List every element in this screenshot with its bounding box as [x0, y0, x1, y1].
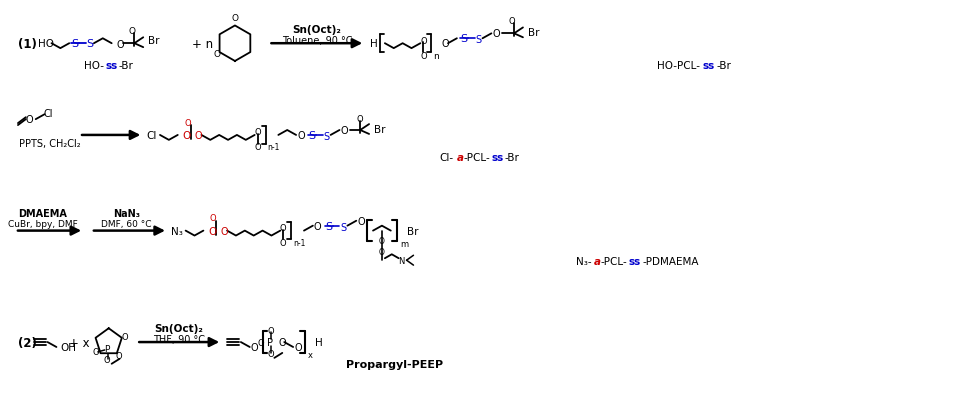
Text: -Br: -Br — [504, 152, 518, 162]
Text: PPTS, CH₂Cl₂: PPTS, CH₂Cl₂ — [19, 139, 80, 149]
Text: n: n — [433, 51, 438, 60]
Text: S: S — [87, 39, 93, 49]
Text: NaN₃: NaN₃ — [112, 208, 140, 218]
Text: HO-: HO- — [84, 61, 104, 71]
Text: O: O — [116, 40, 124, 50]
Text: m: m — [400, 239, 408, 248]
Text: ss: ss — [106, 61, 118, 71]
Text: O: O — [419, 51, 426, 60]
Text: DMF, 60 °C: DMF, 60 °C — [101, 220, 152, 229]
Text: O: O — [314, 221, 321, 231]
Text: a: a — [456, 152, 463, 162]
Text: O: O — [184, 118, 191, 127]
Text: a: a — [594, 256, 600, 266]
Text: O: O — [26, 115, 33, 125]
Text: HO-PCL-: HO-PCL- — [657, 61, 700, 71]
Text: S: S — [475, 35, 481, 45]
Text: O: O — [213, 50, 220, 59]
Text: ss: ss — [491, 152, 503, 162]
Text: O: O — [267, 326, 274, 335]
Text: O: O — [254, 143, 261, 152]
Text: Propargyl-PEEP: Propargyl-PEEP — [346, 359, 443, 369]
Text: O: O — [115, 351, 122, 360]
Text: n-1: n-1 — [267, 143, 279, 152]
Text: O: O — [220, 226, 228, 236]
Text: THF, 90 °C: THF, 90 °C — [152, 334, 205, 344]
Text: O: O — [492, 29, 499, 39]
Text: O: O — [440, 39, 448, 49]
Text: O: O — [278, 337, 286, 347]
Text: N: N — [398, 256, 404, 265]
Text: O: O — [297, 130, 305, 141]
Text: Sn(Oct)₂: Sn(Oct)₂ — [154, 324, 203, 333]
Text: (1): (1) — [18, 38, 37, 51]
Text: Br: Br — [406, 226, 417, 236]
Text: ss: ss — [628, 256, 640, 266]
Text: OH: OH — [60, 342, 76, 352]
Text: S: S — [308, 130, 315, 141]
Text: O: O — [254, 128, 261, 137]
Text: n-1: n-1 — [293, 239, 305, 247]
Text: S: S — [459, 34, 467, 44]
Text: O: O — [419, 37, 426, 46]
Text: H: H — [370, 39, 377, 49]
Text: HO: HO — [38, 39, 53, 49]
Text: S: S — [340, 222, 346, 232]
Text: -PDMAEMA: -PDMAEMA — [641, 256, 698, 266]
Text: -Br: -Br — [118, 61, 133, 71]
Text: O: O — [208, 226, 216, 236]
Text: DMAEMA: DMAEMA — [18, 208, 67, 218]
Text: -Br: -Br — [716, 61, 730, 71]
Text: Cl: Cl — [146, 130, 156, 141]
Text: (2): (2) — [18, 336, 37, 349]
Text: O: O — [232, 14, 238, 23]
Text: O: O — [378, 237, 384, 245]
Text: O: O — [257, 338, 264, 347]
Text: O: O — [182, 130, 191, 141]
Text: S: S — [325, 221, 332, 231]
Text: O: O — [340, 126, 348, 136]
Text: P: P — [104, 345, 110, 354]
Text: N₃-: N₃- — [576, 256, 592, 266]
Text: O: O — [210, 214, 216, 223]
Text: x: x — [308, 350, 313, 360]
Text: O: O — [251, 342, 258, 352]
Text: Sn(Oct)₂: Sn(Oct)₂ — [292, 26, 341, 35]
Text: N₃: N₃ — [171, 226, 183, 236]
Text: -PCL-: -PCL- — [463, 152, 490, 162]
Text: Cl-: Cl- — [439, 152, 454, 162]
Text: + x: + x — [69, 336, 90, 349]
Text: O: O — [92, 347, 99, 356]
Text: Br: Br — [527, 28, 538, 38]
Text: ss: ss — [701, 61, 714, 71]
Text: O: O — [103, 356, 110, 364]
Text: O: O — [508, 17, 515, 26]
Text: -PCL-: -PCL- — [600, 256, 627, 266]
Text: O: O — [194, 130, 202, 141]
Text: O: O — [357, 216, 365, 226]
Text: O: O — [294, 342, 301, 352]
Text: O: O — [279, 239, 286, 247]
Text: Br: Br — [148, 36, 159, 46]
Text: Toluene, 90 °C: Toluene, 90 °C — [281, 36, 352, 46]
Text: Cl: Cl — [44, 109, 53, 119]
Text: S: S — [323, 132, 330, 142]
Text: Br: Br — [374, 125, 385, 135]
Text: O: O — [279, 224, 286, 232]
Text: O: O — [267, 350, 274, 358]
Text: + n: + n — [192, 38, 213, 51]
Text: O: O — [121, 333, 128, 341]
Text: H: H — [314, 337, 322, 347]
Text: CuBr, bpy, DMF: CuBr, bpy, DMF — [8, 220, 77, 229]
Text: S: S — [71, 39, 79, 49]
Text: P: P — [267, 337, 274, 347]
Text: O: O — [129, 27, 135, 36]
Text: O: O — [378, 247, 384, 256]
Text: O: O — [356, 114, 363, 124]
